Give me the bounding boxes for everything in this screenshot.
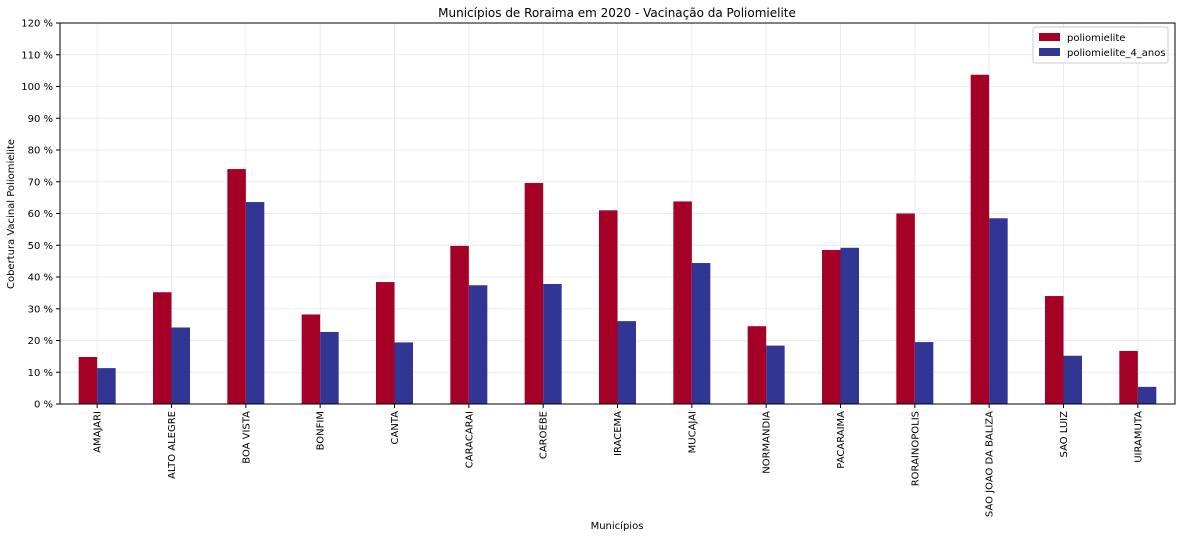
bar-poliomielite-4-anos bbox=[245, 202, 265, 404]
y-tick-label: 30 % bbox=[28, 304, 53, 315]
bar-poliomielite-4-anos bbox=[617, 321, 636, 404]
bar-poliomielite-4-anos bbox=[989, 218, 1008, 404]
bar-poliomielite-4-anos bbox=[1063, 355, 1082, 404]
y-tick-label: 10 % bbox=[28, 368, 53, 379]
bar-poliomielite-4-anos bbox=[394, 342, 413, 404]
x-tick-label: CANTA bbox=[390, 411, 401, 445]
legend-label: poliomielite_4_anos bbox=[1067, 48, 1166, 59]
x-axis-title: Municípios bbox=[591, 520, 644, 532]
y-tick-label: 0 % bbox=[34, 400, 53, 411]
x-tick-label: ALTO ALEGRE bbox=[167, 411, 178, 479]
x-tick-label: CAROEBE bbox=[539, 411, 550, 459]
legend-frame bbox=[1032, 26, 1169, 64]
bar-poliomielite bbox=[896, 213, 915, 404]
bar-poliomielite-4-anos bbox=[766, 345, 785, 404]
bar-poliomielite bbox=[1045, 296, 1064, 404]
bar-poliomielite bbox=[970, 74, 990, 404]
y-tick-label: 50 % bbox=[28, 241, 53, 252]
x-tick-label: MUCAJAI bbox=[687, 411, 698, 453]
bar-poliomielite bbox=[673, 201, 692, 404]
bar-poliomielite-4-anos bbox=[97, 368, 116, 404]
x-tick-label: SAO LUIZ bbox=[1059, 411, 1070, 458]
x-tick-label: NORMANDIA bbox=[762, 411, 773, 474]
y-tick-label: 60 % bbox=[28, 209, 53, 220]
bar-poliomielite-4-anos bbox=[691, 263, 711, 404]
bar-poliomielite-4-anos bbox=[1137, 386, 1157, 404]
x-tick-label: IRACEMA bbox=[613, 411, 624, 456]
bar-poliomielite bbox=[450, 245, 469, 404]
y-axis-ticks: 0 % 10 % 20 % 30 % 40 % 50 % 60 % 70 % 80 % 90 % 1… bbox=[21, 19, 60, 411]
x-tick-label: CARACARAI bbox=[464, 411, 475, 468]
bar-poliomielite bbox=[599, 210, 618, 404]
y-tick-label: 80 % bbox=[28, 146, 53, 157]
legend-swatch bbox=[1039, 33, 1060, 41]
legend-label: poliomielite bbox=[1067, 33, 1125, 44]
bar-poliomielite bbox=[376, 282, 395, 404]
x-tick-label: UIRAMUTA bbox=[1133, 411, 1144, 463]
legend: poliomielite poliomielite_4_anos bbox=[1032, 26, 1169, 64]
bar-poliomielite bbox=[1119, 350, 1138, 404]
bar-poliomielite bbox=[153, 292, 172, 404]
bar-poliomielite bbox=[747, 326, 767, 404]
y-tick-label: 90 % bbox=[28, 114, 53, 125]
legend-swatch bbox=[1039, 48, 1060, 56]
bar-poliomielite-4-anos bbox=[171, 327, 190, 404]
x-tick-label: SAO JOAO DA BALIZA bbox=[985, 411, 996, 517]
chart-title: Municípios de Roraima em 2020 - Vacinaçã… bbox=[438, 6, 796, 20]
y-tick-label: 110 % bbox=[21, 50, 53, 61]
bar-poliomielite bbox=[301, 314, 321, 404]
x-tick-label: RORAINOPOLIS bbox=[910, 411, 921, 486]
bars bbox=[78, 74, 1157, 404]
bar-poliomielite bbox=[78, 357, 98, 404]
y-tick-label: 100 % bbox=[21, 82, 53, 93]
bar-poliomielite bbox=[227, 169, 246, 404]
y-tick-label: 20 % bbox=[28, 336, 53, 347]
bar-poliomielite-4-anos bbox=[543, 283, 562, 404]
bar-poliomielite-4-anos bbox=[320, 331, 339, 404]
x-axis-ticks: AMAJARI ALTO ALEGRE BOA VISTA BONFIM CANTA CA… bbox=[93, 404, 1144, 517]
y-tick-label: 40 % bbox=[28, 273, 53, 284]
bar-poliomielite-4-anos bbox=[468, 285, 488, 404]
bar-poliomielite bbox=[822, 250, 841, 404]
x-tick-label: PACARAIMA bbox=[836, 411, 847, 469]
y-tick-label: 70 % bbox=[28, 177, 53, 188]
x-tick-label: AMAJARI bbox=[93, 411, 104, 453]
x-tick-label: BONFIM bbox=[316, 411, 327, 450]
bar-poliomielite bbox=[524, 183, 544, 404]
y-tick-label: 120 % bbox=[21, 19, 53, 30]
bar-poliomielite-4-anos bbox=[914, 342, 934, 404]
y-axis-title: Cobertura Vacinal Poliomielite bbox=[6, 139, 17, 289]
bar-poliomielite-4-anos bbox=[840, 247, 859, 404]
x-tick-label: BOA VISTA bbox=[241, 411, 252, 464]
